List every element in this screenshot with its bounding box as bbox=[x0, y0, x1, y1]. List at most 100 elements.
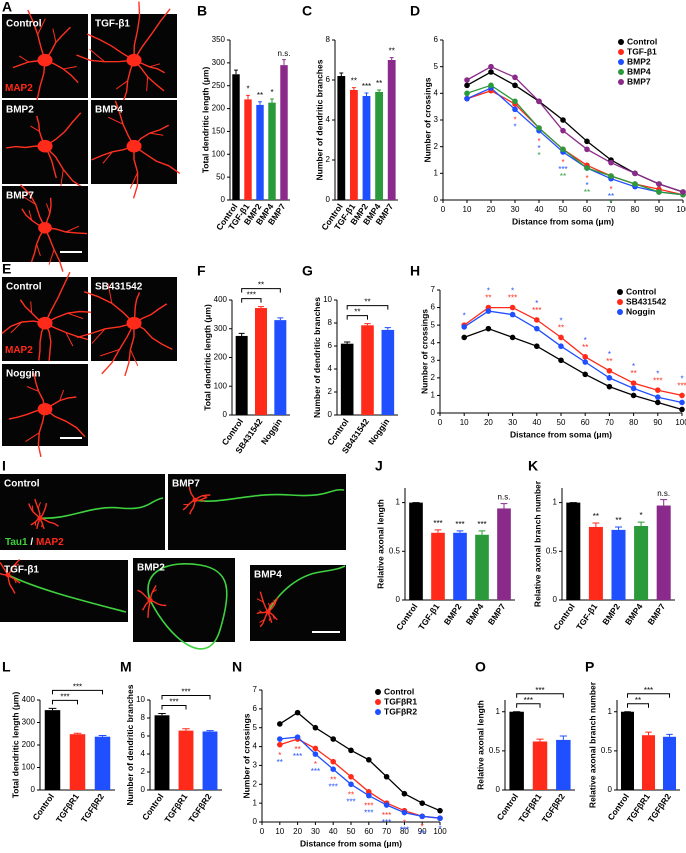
series-line bbox=[466, 84, 684, 196]
bracket bbox=[241, 288, 281, 293]
error-bar bbox=[559, 735, 567, 740]
bar bbox=[497, 508, 511, 600]
error-bar bbox=[364, 323, 371, 326]
significance: * bbox=[584, 336, 587, 345]
y-tick-label: 7 bbox=[431, 285, 436, 294]
data-point bbox=[330, 766, 337, 772]
significance: ** bbox=[485, 294, 491, 303]
data-point bbox=[464, 90, 470, 97]
y-tick-label: 4 bbox=[431, 338, 436, 347]
significance: *** bbox=[362, 82, 371, 91]
error-bar bbox=[206, 730, 214, 732]
significance: *** bbox=[364, 809, 373, 818]
significance: ** bbox=[419, 829, 425, 838]
y-axis-label: Relative axonal length bbox=[375, 499, 385, 589]
x-tick-label: 50 bbox=[347, 827, 356, 836]
error-bar bbox=[277, 317, 284, 321]
data-point bbox=[488, 69, 494, 75]
error-bar bbox=[258, 306, 264, 309]
y-tick-label: 0 bbox=[496, 785, 501, 794]
dendrite bbox=[30, 227, 46, 263]
y-axis-label: Number of crossings bbox=[420, 309, 430, 394]
data-point bbox=[606, 375, 613, 381]
condition-label: BMP7 bbox=[172, 479, 200, 490]
y-tick-label: 400 bbox=[22, 695, 36, 704]
data-point bbox=[348, 773, 354, 780]
significance: n.s. bbox=[278, 49, 291, 58]
dendrite bbox=[44, 310, 93, 324]
dendrite bbox=[86, 33, 135, 61]
soma bbox=[126, 139, 142, 153]
legend-marker bbox=[375, 709, 381, 715]
x-tick-label: BMP7 bbox=[645, 601, 667, 626]
soma bbox=[126, 316, 142, 330]
y-tick-label: 6 bbox=[434, 35, 439, 44]
soma bbox=[37, 53, 53, 67]
legend-marker bbox=[617, 289, 623, 295]
dendrite bbox=[39, 517, 59, 527]
significance: *** bbox=[293, 752, 302, 761]
significance: *** bbox=[382, 811, 391, 820]
error-bar bbox=[73, 732, 82, 735]
significance: * bbox=[535, 299, 538, 308]
dendrite bbox=[44, 271, 71, 324]
legend-label: BMP4 bbox=[627, 66, 651, 76]
x-tick-label: 90 bbox=[418, 827, 427, 836]
y-tick-label: 0 bbox=[434, 195, 439, 204]
data-point bbox=[536, 98, 542, 105]
x-tick-label: BMP2 bbox=[442, 601, 464, 626]
legend-label: TGFβR2 bbox=[384, 706, 417, 716]
x-tick-label: TGFβR1 bbox=[162, 791, 189, 824]
legend-marker bbox=[617, 299, 623, 305]
series-line bbox=[466, 71, 684, 193]
x-tick-label: Noggin bbox=[366, 417, 391, 447]
bracket bbox=[52, 699, 78, 705]
x-tick-label: Control bbox=[140, 792, 166, 822]
dendrite bbox=[44, 112, 82, 147]
dendrite-branch bbox=[146, 76, 149, 92]
bar bbox=[256, 104, 264, 200]
bar bbox=[340, 343, 354, 415]
significance: ** bbox=[558, 324, 564, 333]
significance: * bbox=[511, 287, 514, 296]
error-bar bbox=[351, 87, 356, 90]
data-point bbox=[560, 127, 566, 134]
bar bbox=[274, 320, 287, 415]
significance: * bbox=[608, 350, 611, 359]
x-tick-label: 100 bbox=[676, 205, 686, 214]
y-tick-label: 5 bbox=[434, 62, 439, 71]
error-bar bbox=[158, 713, 166, 716]
significance: ** bbox=[582, 343, 588, 352]
soma bbox=[147, 597, 153, 603]
x-axis-label: Distance from soma (μm) bbox=[300, 838, 402, 848]
data-point bbox=[509, 304, 516, 311]
error-bar bbox=[536, 738, 544, 742]
data-point bbox=[655, 394, 661, 400]
x-tick-label: 60 bbox=[583, 205, 592, 214]
data-point bbox=[656, 189, 662, 195]
data-point bbox=[512, 74, 518, 81]
significance: * bbox=[640, 511, 643, 520]
error-bar bbox=[282, 59, 286, 66]
data-point bbox=[534, 325, 540, 332]
y-tick-label: 0 bbox=[608, 785, 613, 794]
panel-letter: C bbox=[302, 3, 312, 19]
error-bar bbox=[637, 521, 645, 526]
panel-letter: D bbox=[410, 3, 420, 19]
soma bbox=[37, 402, 53, 416]
bar bbox=[244, 99, 252, 200]
bracket-label: *** bbox=[247, 291, 256, 300]
dendrite bbox=[188, 486, 196, 501]
data-point bbox=[509, 334, 516, 341]
dendrite bbox=[27, 9, 46, 61]
bar bbox=[641, 735, 656, 790]
bar bbox=[44, 710, 61, 790]
significance: *** bbox=[532, 306, 541, 315]
error-bar bbox=[364, 92, 369, 96]
legend-label: Control bbox=[384, 686, 414, 696]
x-tick-label: TGFβR2 bbox=[186, 791, 213, 824]
data-point bbox=[512, 106, 518, 113]
y-tick-label: 6 bbox=[253, 704, 258, 713]
bar bbox=[69, 734, 86, 790]
